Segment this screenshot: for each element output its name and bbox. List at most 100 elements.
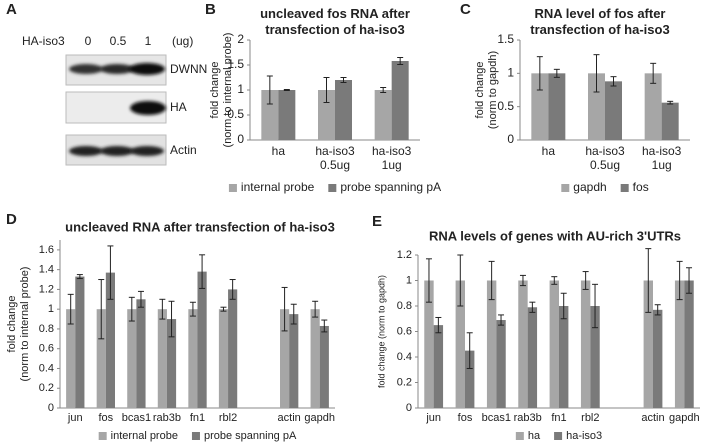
bar <box>374 90 392 140</box>
error-bar <box>551 276 558 285</box>
x-tick-label: fn1 <box>551 412 566 424</box>
legend-label: ha <box>528 430 541 442</box>
legend-label: probe spanning pA <box>340 180 441 194</box>
bar <box>105 272 115 408</box>
y-tick-label: 1 <box>507 66 514 80</box>
x-tick-label: jun <box>67 412 83 424</box>
legend-swatch <box>554 432 563 440</box>
x-tick-label: gapdh <box>304 412 335 424</box>
legend-label: internal probe <box>241 180 315 194</box>
band <box>69 146 103 156</box>
bar <box>465 350 475 408</box>
x-tick-label: fos <box>458 412 473 424</box>
bar <box>644 73 662 140</box>
panel-a: A HA-iso3 0 0.5 1 (ug) DWNN HA Actin <box>6 1 207 166</box>
bar <box>588 73 605 140</box>
error-bar <box>266 75 273 105</box>
bar <box>318 90 335 140</box>
error-bar <box>498 314 505 326</box>
bar <box>218 309 229 408</box>
bar <box>605 81 622 140</box>
bar <box>166 319 177 408</box>
chart-title: RNA levels of genes with AU-rich 3'UTRs <box>429 228 681 243</box>
error-bar <box>199 254 206 289</box>
bar <box>261 90 279 140</box>
error-bar <box>290 303 297 325</box>
unit-label: (ug) <box>172 34 193 48</box>
legend-swatch <box>191 432 200 440</box>
error-bar <box>340 77 347 83</box>
error-bar <box>321 319 328 333</box>
error-bar <box>650 62 657 84</box>
bar <box>66 309 76 408</box>
bar <box>643 280 653 408</box>
bar <box>486 280 497 408</box>
error-bar <box>582 271 589 290</box>
bar <box>531 73 549 140</box>
error-bar <box>397 57 404 65</box>
panel-letter: B <box>205 1 216 18</box>
band <box>100 146 134 156</box>
legend-label: fos <box>633 180 649 194</box>
y-tick-label: 0.6 <box>397 325 412 337</box>
y-tick-label: 2 <box>237 32 244 46</box>
x-tick-label: ha-iso3 0.5ug <box>585 144 625 172</box>
error-bar <box>76 274 83 280</box>
bar <box>197 271 207 408</box>
y-tick-label: 0 <box>48 402 54 414</box>
bar <box>559 306 569 408</box>
bar <box>391 61 409 140</box>
x-tick-label: rbl2 <box>219 412 237 424</box>
y-tick-label: 0.8 <box>39 323 54 335</box>
x-tick-label: ha-iso3 1ug <box>372 144 412 172</box>
error-bar <box>220 306 227 312</box>
y-tick-label: 1.5 <box>497 32 514 46</box>
bar <box>590 306 600 408</box>
legend: gapdh fos <box>561 180 649 194</box>
y-tick-label: 1.5 <box>227 57 244 71</box>
bar <box>424 280 434 408</box>
bar <box>455 280 465 408</box>
legend-swatch <box>561 184 570 192</box>
error-bar <box>128 296 135 322</box>
error-bar <box>488 260 495 301</box>
error-bar <box>435 316 442 334</box>
error-bar <box>425 258 432 303</box>
chart-title: RNA level of fos after transfection of ha… <box>530 6 669 37</box>
error-bar <box>466 332 473 369</box>
y-tick-label: 1 <box>237 82 244 96</box>
error-bar <box>686 267 693 294</box>
error-bar <box>519 274 526 287</box>
bar <box>228 289 238 408</box>
y-tick-label: 1.2 <box>397 249 412 261</box>
error-bar <box>610 76 617 87</box>
error-bar <box>323 77 330 103</box>
x-tick-label: fn1 <box>190 412 205 424</box>
x-tick-label: rab3b <box>153 412 181 424</box>
x-tick-label: rbl2 <box>581 412 599 424</box>
error-bar <box>159 298 166 320</box>
band <box>130 146 164 156</box>
y-tick-label: 0.6 <box>39 343 54 355</box>
bar <box>188 309 198 408</box>
y-tick-label: 0 <box>237 132 244 146</box>
y-tick-label: 1 <box>48 303 54 315</box>
error-bar <box>380 87 387 93</box>
panel-letter: E <box>372 213 382 230</box>
y-tick-label: 0.8 <box>397 300 412 312</box>
error-bar <box>553 68 560 78</box>
panel-letter: D <box>6 211 17 228</box>
x-tick-label: ha <box>542 144 556 158</box>
x-tick-label: actin <box>641 412 664 424</box>
error-bar <box>98 279 105 340</box>
x-tick-label: jun <box>425 412 441 424</box>
error-bar <box>229 279 236 300</box>
bar <box>684 280 694 408</box>
error-bar <box>107 245 114 300</box>
x-tick-label: ha-iso3 0.5ug <box>315 144 355 172</box>
legend-swatch <box>620 184 629 192</box>
error-bar <box>560 292 567 320</box>
bar <box>96 309 106 408</box>
